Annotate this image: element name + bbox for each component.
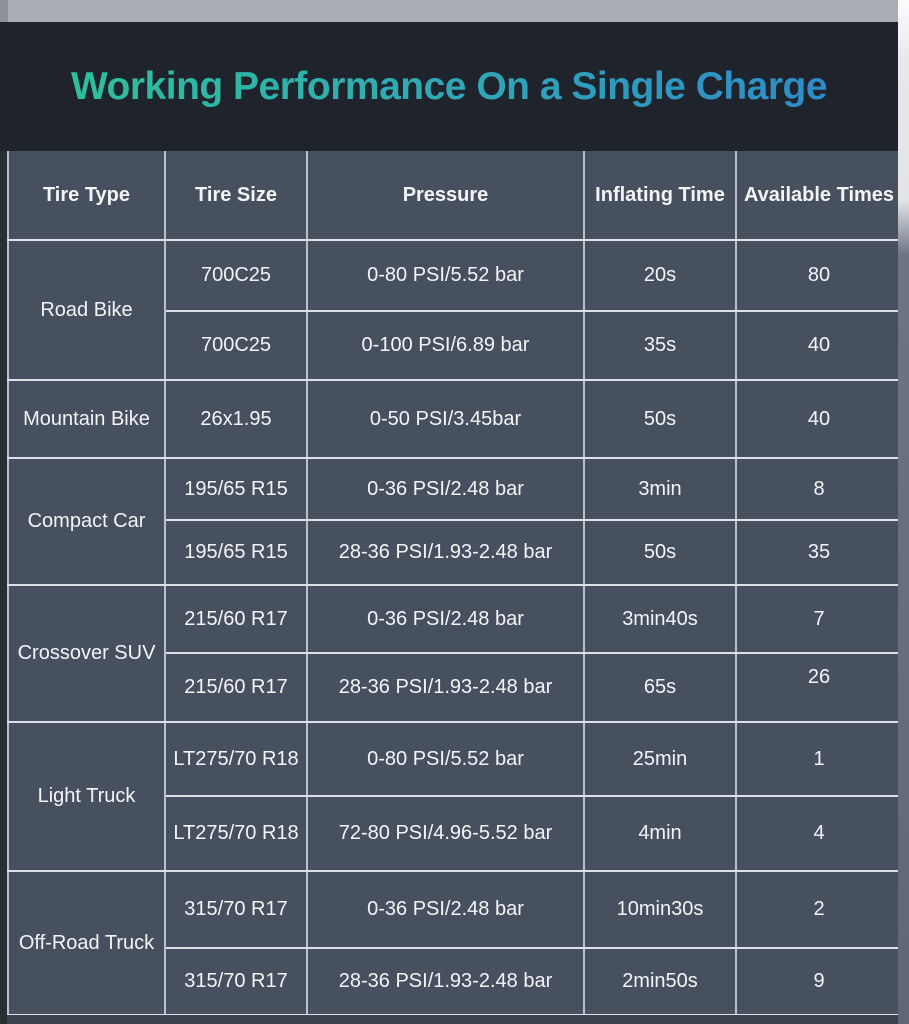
pressure-cell: 0-80 PSI/5.52 bar	[306, 239, 585, 312]
pressure-cell: 0-36 PSI/2.48 bar	[306, 584, 585, 654]
col-header-available-times: Available Times	[735, 151, 901, 241]
tire-size-cell: 215/60 R17	[164, 584, 308, 654]
pressure-cell: 0-80 PSI/5.52 bar	[306, 721, 585, 797]
tire-size-cell: 700C25	[164, 239, 308, 312]
table-row: 215/60 R17 28-36 PSI/1.93-2.48 bar 65s 2…	[8, 652, 901, 723]
pressure-cell: 0-100 PSI/6.89 bar	[306, 310, 585, 381]
page-title: Working Performance On a Single Charge	[70, 64, 828, 108]
performance-table-area: Tire Type Tire Size Pressure Inflating T…	[7, 151, 901, 1016]
pressure-cell: 28-36 PSI/1.93-2.48 bar	[306, 652, 585, 723]
available-times-cell: 26	[735, 652, 901, 723]
top-bar	[0, 0, 909, 22]
table-row: 195/65 R15 28-36 PSI/1.93-2.48 bar 50s 3…	[8, 519, 901, 586]
tire-size-cell: 315/70 R17	[164, 947, 308, 1016]
available-times-cell: 40	[735, 379, 901, 459]
table-row: Crossover SUV 215/60 R17 0-36 PSI/2.48 b…	[7, 584, 901, 723]
tire-size-cell: 195/65 R15	[164, 457, 308, 521]
table-row: Light Truck LT275/70 R18 0-80 PSI/5.52 b…	[7, 721, 901, 872]
inflating-time-cell: 3min40s	[583, 584, 737, 654]
inflating-time-cell: 50s	[583, 379, 737, 459]
table-bottom-cutoff-strip	[7, 1015, 900, 1024]
inflating-time-cell: 10min30s	[583, 870, 737, 949]
inflating-time-cell: 25min	[583, 721, 737, 797]
inflating-time-cell: 2min50s	[583, 947, 737, 1016]
available-times-cell: 7	[735, 584, 901, 654]
tire-size-cell: 26x1.95	[164, 379, 308, 459]
table-row: 315/70 R17 28-36 PSI/1.93-2.48 bar 2min5…	[8, 947, 901, 1016]
pressure-cell: 28-36 PSI/1.93-2.48 bar	[306, 947, 585, 1016]
available-times-cell: 4	[735, 795, 901, 872]
performance-table: Tire Type Tire Size Pressure Inflating T…	[7, 151, 901, 1016]
table-row: Off-Road Truck 315/70 R17 0-36 PSI/2.48 …	[7, 870, 901, 1016]
tire-type-cell: Mountain Bike	[7, 379, 166, 459]
pressure-cell: 0-36 PSI/2.48 bar	[306, 870, 585, 949]
right-edge-strip	[898, 0, 909, 1024]
tire-size-cell: 195/65 R15	[164, 519, 308, 586]
available-times-cell: 8	[735, 457, 901, 521]
available-times-cell: 40	[735, 310, 901, 381]
table-row: Compact Car 195/65 R15 0-36 PSI/2.48 bar…	[7, 457, 901, 586]
available-times-cell: 1	[735, 721, 901, 797]
tire-size-cell: LT275/70 R18	[164, 795, 308, 872]
inflating-time-cell: 35s	[583, 310, 737, 381]
pressure-cell: 72-80 PSI/4.96-5.52 bar	[306, 795, 585, 872]
tire-size-cell: 315/70 R17	[164, 870, 308, 949]
inflating-time-cell: 20s	[583, 239, 737, 312]
title-banner: Working Performance On a Single Charge	[0, 22, 898, 151]
available-times-cell: 80	[735, 239, 901, 312]
table-row: 700C25 0-100 PSI/6.89 bar 35s 40	[8, 310, 901, 381]
col-header-pressure: Pressure	[306, 151, 585, 241]
tire-size-cell: LT275/70 R18	[164, 721, 308, 797]
table-row: Road Bike 700C25 0-80 PSI/5.52 bar 20s 8…	[7, 239, 901, 381]
top-bar-left-segment	[0, 0, 8, 22]
tire-type-cell: Light Truck	[7, 721, 166, 872]
inflating-time-cell: 4min	[583, 795, 737, 872]
pressure-cell: 28-36 PSI/1.93-2.48 bar	[306, 519, 585, 586]
pressure-cell: 0-36 PSI/2.48 bar	[306, 457, 585, 521]
tire-type-cell: Off-Road Truck	[7, 870, 166, 1016]
col-header-inflating-time: Inflating Time	[583, 151, 737, 241]
table-row: Mountain Bike 26x1.95 0-50 PSI/3.45bar 5…	[7, 379, 901, 459]
inflating-time-cell: 65s	[583, 652, 737, 723]
col-header-tire-type: Tire Type	[7, 151, 166, 241]
inflating-time-cell: 3min	[583, 457, 737, 521]
tire-size-cell: 700C25	[164, 310, 308, 381]
available-times-cell: 9	[735, 947, 901, 1016]
tire-type-cell: Compact Car	[7, 457, 166, 586]
available-times-cell: 35	[735, 519, 901, 586]
left-edge-strip	[0, 151, 7, 1024]
inflating-time-cell: 50s	[583, 519, 737, 586]
col-header-tire-size: Tire Size	[164, 151, 308, 241]
table-row: LT275/70 R18 72-80 PSI/4.96-5.52 bar 4mi…	[8, 795, 901, 872]
pressure-cell: 0-50 PSI/3.45bar	[306, 379, 585, 459]
available-times-cell: 2	[735, 870, 901, 949]
header-row: Tire Type Tire Size Pressure Inflating T…	[7, 151, 901, 241]
tire-size-cell: 215/60 R17	[164, 652, 308, 723]
tire-type-cell: Crossover SUV	[7, 584, 166, 723]
tire-type-cell: Road Bike	[7, 239, 166, 381]
